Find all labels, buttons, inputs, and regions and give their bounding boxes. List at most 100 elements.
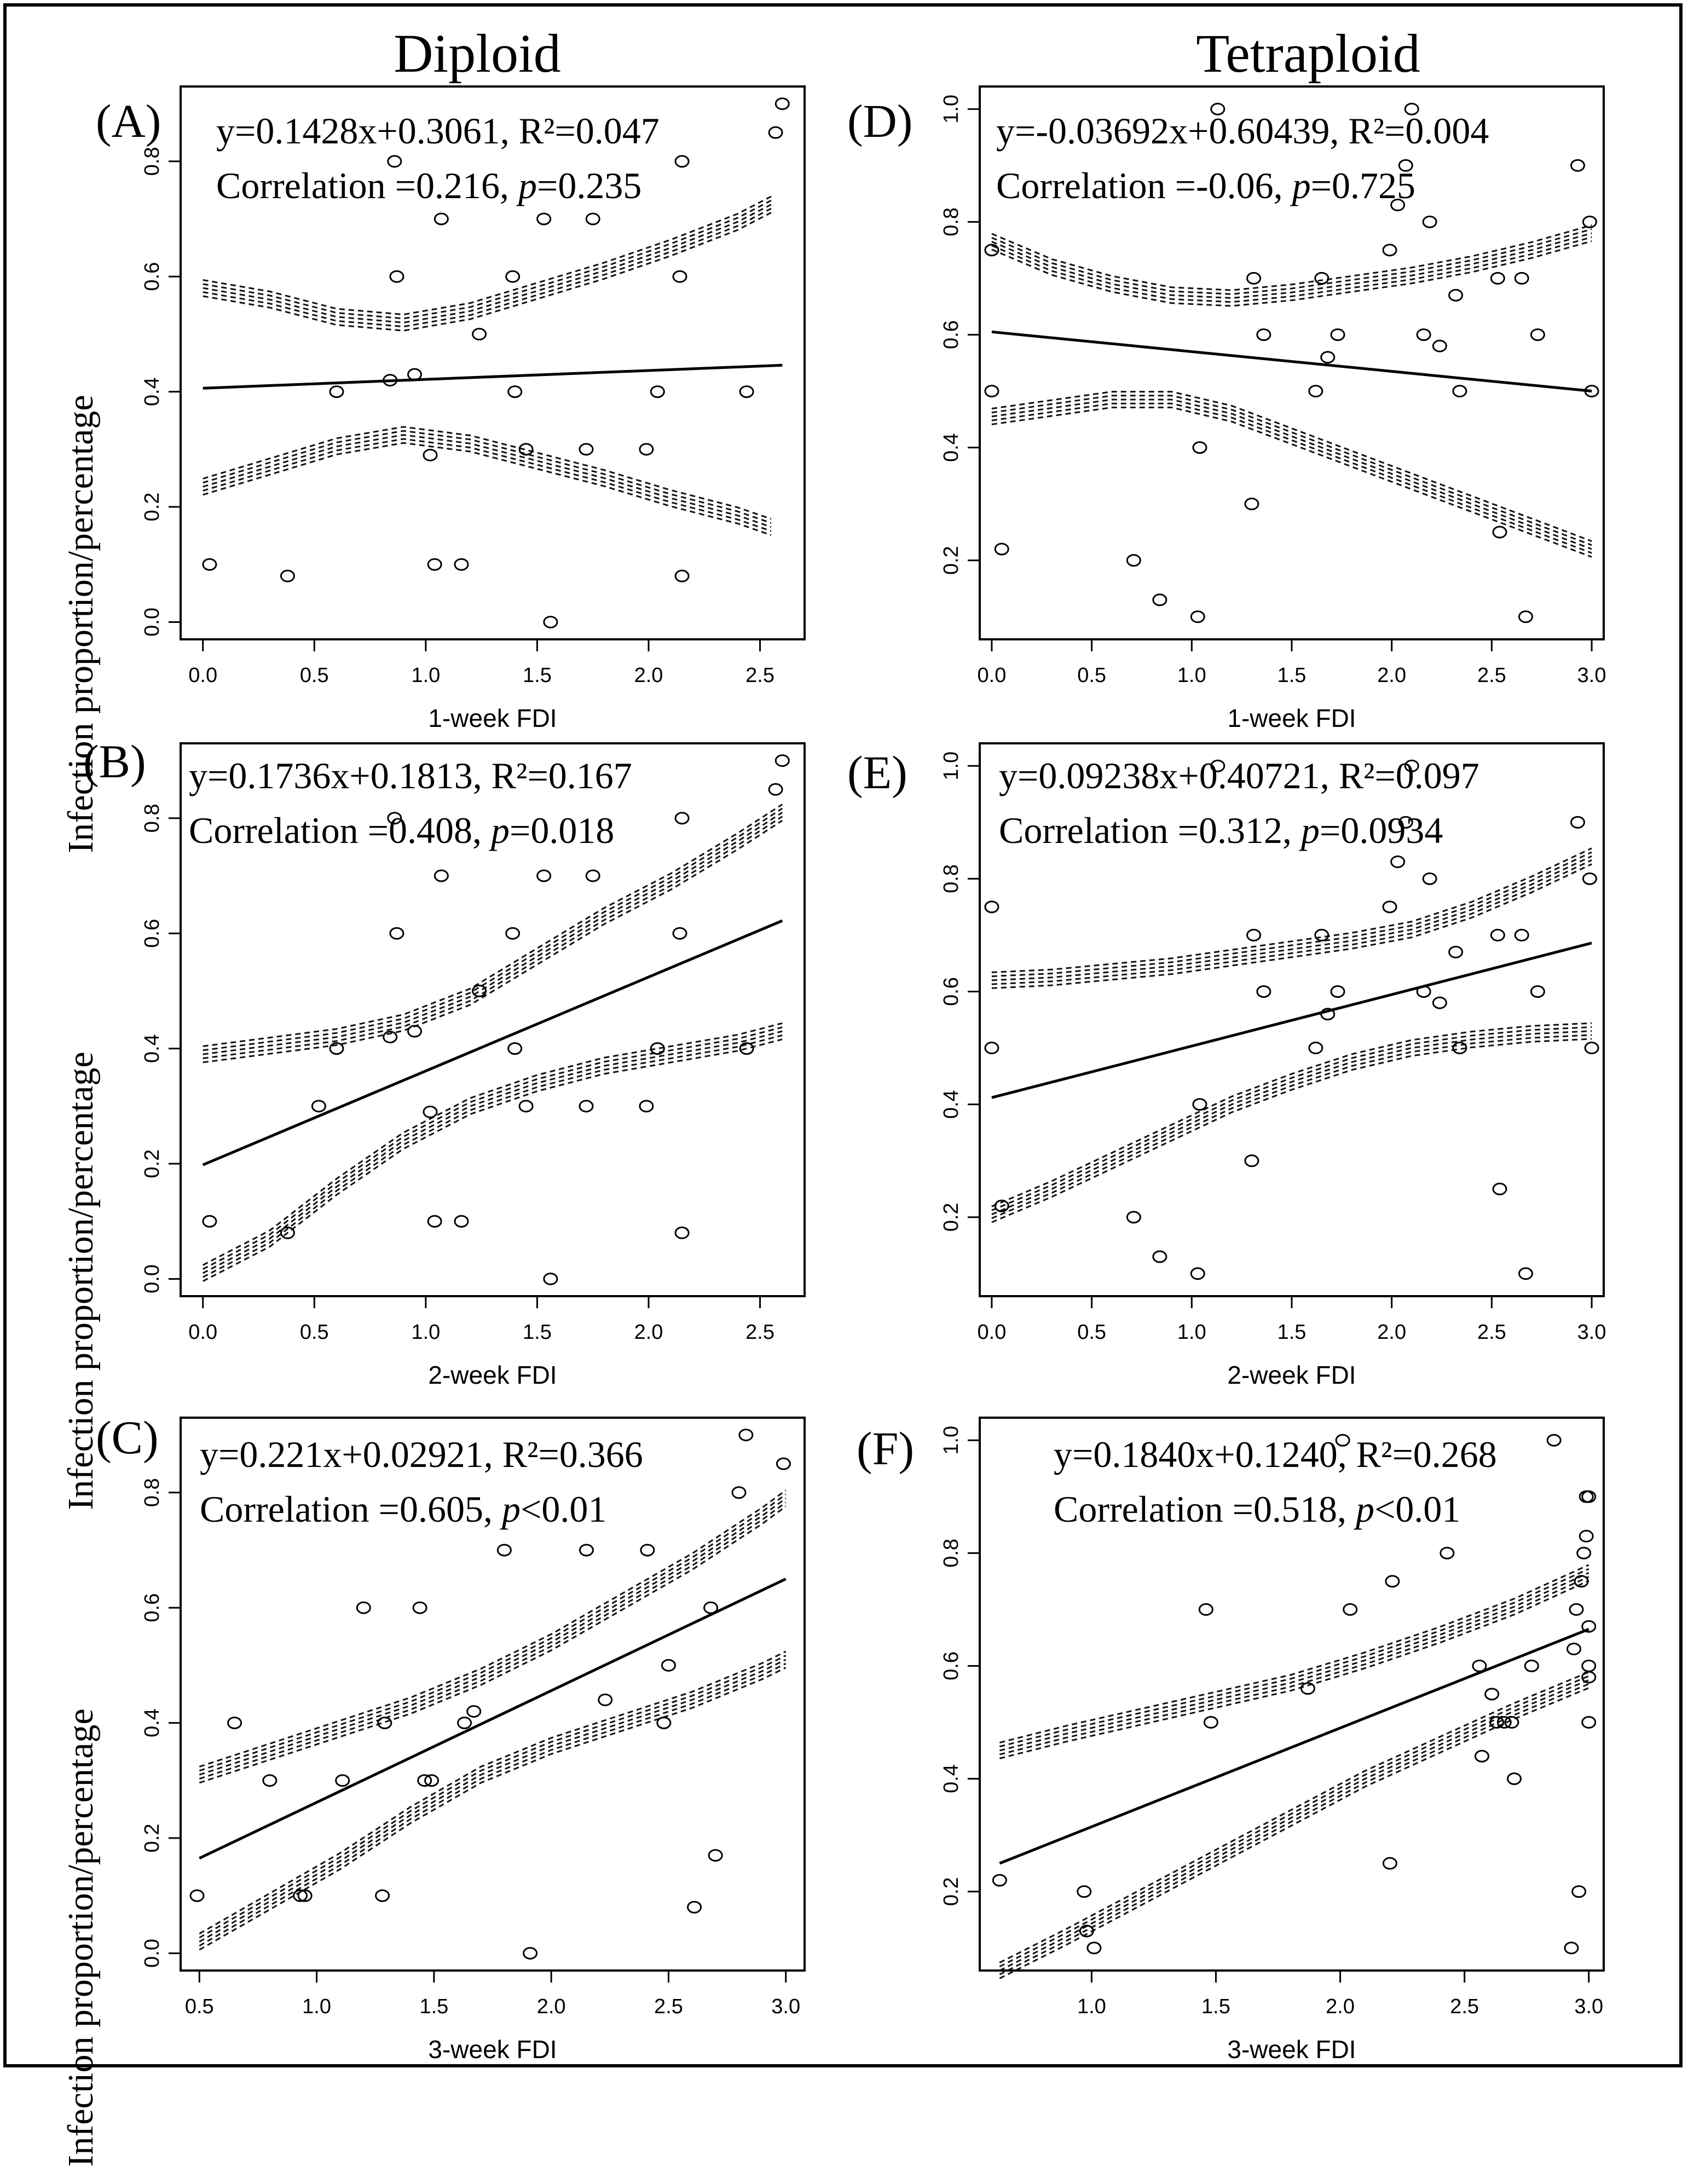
data-point <box>661 1659 676 1672</box>
x-tick-label: 0.0 <box>188 664 217 687</box>
x-tick-label: 1.0 <box>302 1995 331 2018</box>
regression-line <box>991 330 1592 393</box>
data-point <box>1398 816 1413 829</box>
panel-label: (B) <box>83 735 146 788</box>
regression-equation: y=0.1428x+0.3061, R²=0.047 <box>216 110 660 152</box>
data-point <box>202 558 217 571</box>
y-tick-label: 0.2 <box>940 1877 963 1906</box>
x-tick-label: 1.0 <box>1177 664 1206 687</box>
x-tick-label: 3.0 <box>1577 664 1606 687</box>
x-tick-label: 2.5 <box>1477 664 1506 687</box>
correlation-text: Correlation =0.312, p=0.0934 <box>999 810 1443 851</box>
correlation-text: Correlation =0.605, p<0.01 <box>200 1488 606 1530</box>
upper-confidence-band <box>199 1501 787 1780</box>
data-point <box>1518 1267 1533 1280</box>
data-point <box>585 869 600 882</box>
data-point <box>1404 102 1419 115</box>
upper-confidence-band <box>203 212 772 332</box>
data-point <box>585 212 600 226</box>
plot-area <box>979 1417 1605 1972</box>
lower-confidence-band <box>203 434 772 528</box>
data-point <box>1382 900 1397 914</box>
data-point <box>407 368 422 381</box>
x-tick-label: 1.5 <box>523 1321 552 1344</box>
data-point <box>1210 759 1225 772</box>
data-point <box>389 927 404 940</box>
lower-confidence-band <box>999 1671 1589 1963</box>
data-point <box>280 1226 295 1239</box>
data-point <box>674 1226 690 1239</box>
y-tick-label: 0.0 <box>141 608 164 637</box>
x-tick-label: 1.0 <box>1077 1995 1106 2018</box>
x-tick-label: 1.0 <box>1177 1321 1206 1344</box>
lower-confidence-band <box>203 1030 783 1274</box>
data-point <box>1448 945 1464 958</box>
data-point <box>1422 215 1437 228</box>
lower-confidence-band <box>991 406 1592 558</box>
data-point <box>1452 1042 1467 1055</box>
regression-equation: y=-0.03692x+0.60439, R²=0.004 <box>996 110 1489 152</box>
lower-confidence-band <box>203 438 772 532</box>
regression-equation: y=0.221x+0.02921, R²=0.366 <box>200 1434 643 1475</box>
data-point <box>994 542 1009 556</box>
x-tick-label: 2.0 <box>537 1995 566 2018</box>
diploid-column-title: Diploid <box>394 23 561 84</box>
data-point <box>1570 816 1585 829</box>
data-point <box>674 569 690 582</box>
x-tick-label: 2.0 <box>1377 664 1406 687</box>
data-point <box>1246 271 1262 285</box>
data-point <box>1518 610 1533 623</box>
data-point <box>457 1717 472 1730</box>
x-tick-label: 2.5 <box>745 1321 774 1344</box>
y-tick-label: 0.8 <box>141 147 164 176</box>
data-point <box>375 1889 390 1902</box>
y-tick-label: 0.8 <box>141 1478 164 1507</box>
data-point <box>1077 1885 1092 1898</box>
data-point <box>356 1601 371 1614</box>
x-axis-label: 3-week FDI <box>1227 2035 1356 2064</box>
upper-confidence-band <box>991 863 1592 989</box>
data-point <box>507 1042 523 1055</box>
panel-b: 0.0 0.5 1.0 1.5 2.0 2.5 0.0 0.2 0.4 0.6 0.8 2-week … <box>83 735 806 1389</box>
data-point <box>189 1889 205 1902</box>
data-point <box>1335 1434 1350 1447</box>
x-axis-label: 1-week FDI <box>1227 704 1356 732</box>
data-point <box>1530 328 1545 341</box>
data-point <box>731 1486 747 1499</box>
data-point <box>505 927 521 940</box>
data-point <box>1492 525 1507 539</box>
data-point <box>1079 1925 1094 1938</box>
y-tick-label: 0.8 <box>940 207 963 236</box>
data-point <box>433 212 449 226</box>
data-point <box>579 1100 594 1113</box>
x-tick-label: 2.5 <box>745 664 774 687</box>
data-point <box>739 1042 754 1055</box>
data-point <box>1564 1942 1579 1955</box>
data-point <box>472 327 487 340</box>
data-point <box>1390 198 1406 211</box>
data-point <box>640 1544 655 1557</box>
data-point <box>412 1601 427 1614</box>
panel-f: 1.0 1.5 2.0 2.5 3.0 0.2 0.4 0.6 0.8 1.0 3-week FDI… <box>857 1417 1605 2064</box>
data-point <box>387 155 402 168</box>
data-point <box>427 558 442 571</box>
x-tick-label: 0.5 <box>300 664 329 687</box>
data-point <box>639 443 654 456</box>
panel-label: (A) <box>96 95 161 147</box>
data-point <box>1490 271 1505 285</box>
lower-confidence-band <box>203 426 772 520</box>
data-point <box>335 1774 350 1787</box>
y-tick-label: 0.6 <box>141 1593 164 1622</box>
upper-confidence-band <box>991 240 1592 307</box>
data-point <box>387 812 402 825</box>
data-point <box>1546 1434 1562 1447</box>
regression-line <box>991 941 1592 1099</box>
data-point <box>523 1946 538 1960</box>
lower-confidence-band <box>991 1022 1592 1207</box>
x-tick-label: 1.5 <box>1277 1321 1307 1344</box>
data-point <box>1300 1682 1316 1695</box>
x-tick-label: 1.5 <box>1201 1995 1230 2018</box>
data-point <box>984 244 999 257</box>
lower-confidence-band <box>991 1038 1592 1223</box>
data-point <box>1330 985 1345 998</box>
